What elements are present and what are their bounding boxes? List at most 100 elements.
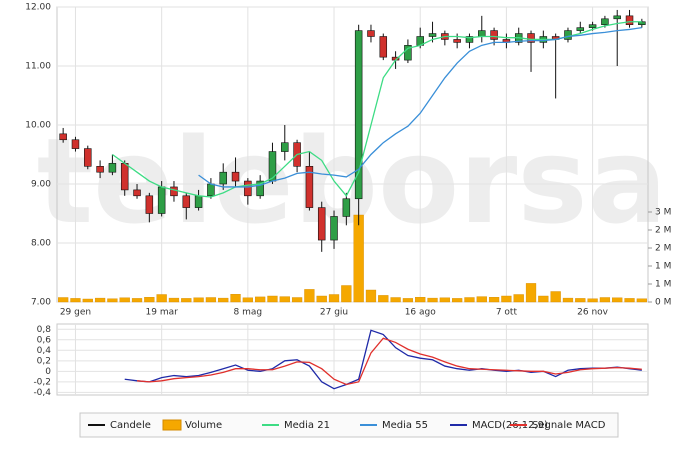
volume-bar — [156, 294, 167, 303]
volume-bar — [452, 298, 463, 303]
volume-bar — [402, 298, 414, 303]
y-tick-label: -0,2 — [33, 377, 51, 387]
volume-bar — [488, 297, 500, 303]
candle-body — [428, 33, 437, 37]
volume-bar — [58, 297, 69, 303]
volume-bar — [267, 295, 278, 303]
y-tick-label: 9.00 — [31, 180, 51, 190]
series-line — [124, 329, 642, 390]
macd-plot-frame — [56, 323, 649, 396]
candle-body — [96, 166, 104, 173]
y2-tick-label: 1 M — [655, 262, 671, 272]
candle-body — [305, 166, 314, 208]
candle-body — [219, 171, 227, 185]
volume-bar — [390, 297, 401, 303]
volume-bar — [378, 295, 389, 303]
volume-bar — [612, 297, 623, 303]
volume-bar — [304, 289, 315, 303]
candle-body — [379, 36, 388, 58]
volume-bar — [107, 298, 118, 303]
volume-bar — [316, 295, 327, 303]
volume-bar — [82, 298, 93, 303]
y2-tick-label: 2 M — [655, 244, 671, 254]
volume-bar — [538, 295, 549, 303]
legend-label: Candele — [110, 420, 151, 431]
volume-bar — [230, 294, 241, 303]
series-line — [136, 337, 642, 386]
y-tick-label: 0,6 — [37, 335, 52, 345]
y2-tick-label: 2 M — [655, 226, 671, 236]
candle-body — [194, 195, 203, 208]
volume-bar — [341, 285, 352, 303]
candle-body — [342, 198, 351, 217]
candle-body — [453, 39, 461, 43]
volume-bar — [550, 291, 561, 303]
candle-body — [354, 30, 363, 200]
y-tick-label: 0,2 — [37, 356, 51, 366]
volume-bar — [427, 297, 438, 303]
y2-tick-label: 0 M — [655, 298, 671, 308]
volume-bar — [636, 298, 647, 303]
volume-bar — [624, 298, 635, 303]
candle-body — [465, 36, 474, 43]
volume-bar — [279, 296, 290, 303]
candle-body — [478, 30, 486, 37]
volume-bar — [291, 297, 303, 303]
y2-tick-label: 1 M — [655, 280, 671, 290]
candle-body — [59, 133, 67, 141]
legend-label: Media 55 — [382, 420, 428, 431]
legend-swatch — [162, 419, 182, 431]
legend-label: Volume — [185, 420, 222, 431]
volume-bar — [587, 298, 598, 303]
volume-bar — [464, 297, 475, 303]
legend-label: Media 21 — [284, 420, 330, 431]
candle-body — [317, 207, 326, 241]
candle-body — [108, 163, 117, 173]
volume-bar — [119, 297, 130, 303]
legend-label: Segnale MACD — [532, 420, 606, 431]
volume-bar — [415, 297, 426, 303]
candle-body — [527, 33, 535, 43]
y-tick-label: 10.00 — [25, 121, 51, 131]
candle-body — [71, 139, 80, 149]
volume-bar — [328, 294, 340, 303]
candle-body — [576, 27, 585, 31]
volume-bar — [439, 297, 450, 303]
volume-bar — [599, 297, 611, 303]
candle-body — [207, 183, 215, 197]
candle-body — [231, 171, 240, 182]
volume-bar — [525, 283, 537, 303]
volume-bar — [513, 294, 524, 303]
candle-body — [564, 30, 572, 40]
candle-body — [157, 186, 166, 214]
y2-tick-label: 3 M — [655, 208, 671, 218]
candle-body — [625, 15, 634, 26]
candle-body — [244, 180, 252, 197]
candle-body — [588, 24, 597, 28]
y-tick-label: 0,8 — [37, 325, 52, 335]
volume-bar — [242, 297, 253, 303]
candle-body — [367, 30, 375, 37]
x-tick-label: 7 ott — [496, 308, 518, 318]
y-tick-label: 11.00 — [25, 62, 51, 72]
candle-body — [120, 163, 129, 191]
candle-body — [133, 189, 141, 197]
volume-bar — [476, 296, 487, 303]
y-tick-label: 12.00 — [25, 3, 51, 13]
volume-bar — [575, 298, 586, 303]
watermark: teleborsa — [37, 112, 668, 250]
series-line — [198, 27, 642, 188]
volume-bar — [94, 297, 106, 303]
volume-bar — [193, 297, 204, 303]
x-tick-label: 16 ago — [405, 308, 437, 318]
x-tick-label: 26 nov — [577, 308, 609, 318]
candle-body — [490, 30, 498, 40]
volume-bar — [218, 297, 229, 303]
volume-bar — [501, 295, 512, 303]
volume-bar — [70, 298, 81, 303]
candle-body — [601, 18, 609, 25]
candle-body — [613, 15, 621, 20]
volume-bar — [205, 297, 217, 303]
